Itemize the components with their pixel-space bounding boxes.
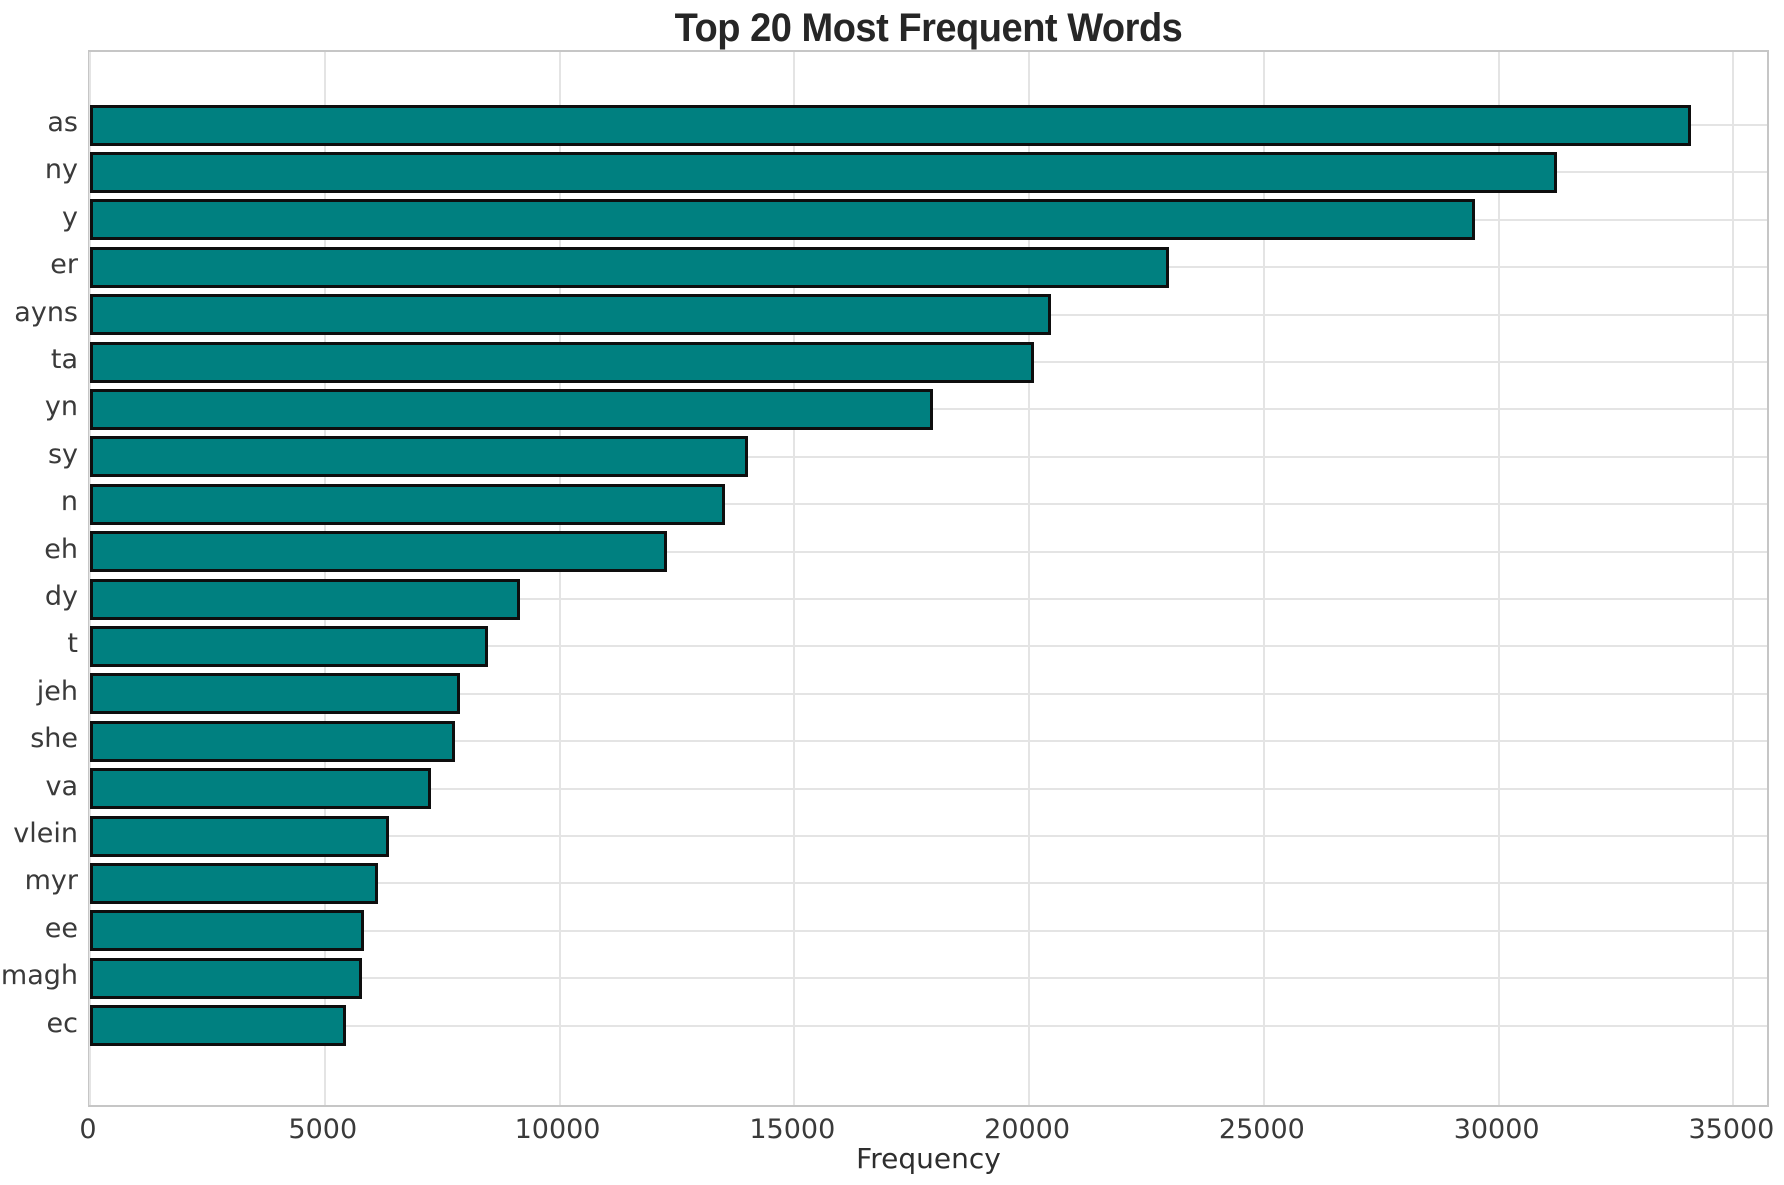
ytick-label-ta: ta xyxy=(50,344,78,375)
gridline-y-ec xyxy=(90,1024,1767,1027)
ytick-label-ayns: ayns xyxy=(14,296,78,328)
bar-ayns xyxy=(90,294,1052,336)
bar-sy xyxy=(90,436,749,478)
gridline-x-30000 xyxy=(1497,52,1500,1105)
xtick-label-25000: 25000 xyxy=(1218,1114,1305,1145)
bar-n xyxy=(90,483,725,525)
ytick-label-n: n xyxy=(60,486,78,518)
ytick-label-vlein: vlein xyxy=(13,818,78,849)
ytick-label-y: y xyxy=(62,201,78,233)
gridline-x-35000 xyxy=(1732,52,1735,1105)
bar-as xyxy=(90,104,1692,146)
gridline-y-myr xyxy=(90,882,1767,885)
bar-er xyxy=(90,246,1169,288)
ytick-label-yn: yn xyxy=(44,391,78,423)
xtick-label-5000: 5000 xyxy=(288,1114,358,1145)
gridline-y-dy xyxy=(90,598,1767,600)
ytick-label-ec: ec xyxy=(46,1007,78,1039)
gridline-y-t xyxy=(90,645,1767,648)
xtick-label-10000: 10000 xyxy=(514,1114,601,1145)
gridline-x-25000 xyxy=(1262,52,1265,1105)
bar-ec xyxy=(90,1005,346,1047)
ytick-label-er: er xyxy=(50,249,78,281)
ytick-label-jeh: jeh xyxy=(36,675,78,707)
bar-ee xyxy=(90,910,364,952)
bar-myr xyxy=(90,862,378,904)
bar-magh xyxy=(90,957,362,999)
gridline-y-vlein xyxy=(90,835,1767,837)
xtick-label-20000: 20000 xyxy=(984,1114,1071,1145)
gridline-y-eh xyxy=(90,550,1767,553)
bar-ny xyxy=(90,151,1558,193)
ytick-label-magh: magh xyxy=(0,960,78,992)
gridline-x-15000 xyxy=(793,52,796,1105)
bar-eh xyxy=(90,531,667,573)
bar-y xyxy=(90,199,1476,241)
bar-jeh xyxy=(90,673,460,715)
ytick-label-ee: ee xyxy=(44,912,78,944)
ytick-label-dy: dy xyxy=(44,581,78,612)
xtick-label-35000: 35000 xyxy=(1688,1114,1775,1145)
gridline-y-magh xyxy=(90,977,1767,980)
gridline-x-20000 xyxy=(1028,52,1031,1105)
ytick-label-sy: sy xyxy=(47,438,78,470)
ytick-label-va: va xyxy=(45,770,78,802)
ytick-label-eh: eh xyxy=(44,533,78,565)
bar-t xyxy=(90,625,489,667)
ytick-label-t: t xyxy=(67,628,78,660)
ytick-label-ny: ny xyxy=(44,154,78,186)
gridline-y-she xyxy=(90,740,1767,743)
gridline-y-n xyxy=(90,503,1767,506)
x-axis-title: Frequency xyxy=(856,1142,1001,1175)
plot-area xyxy=(88,50,1769,1107)
bar-she xyxy=(90,720,456,762)
xtick-label-30000: 30000 xyxy=(1453,1114,1540,1145)
ytick-label-myr: myr xyxy=(24,865,78,897)
xtick-label-0: 0 xyxy=(79,1114,97,1145)
gridline-y-jeh xyxy=(90,692,1767,695)
chart-title: Top 20 Most Frequent Words xyxy=(674,6,1183,50)
gridline-x-10000 xyxy=(558,52,561,1105)
ytick-label-as: as xyxy=(47,107,78,138)
bar-dy xyxy=(90,578,521,620)
xtick-label-15000: 15000 xyxy=(749,1114,836,1145)
gridline-y-va xyxy=(90,787,1767,790)
bar-yn xyxy=(90,388,933,430)
bar-ta xyxy=(90,341,1035,383)
bar-va xyxy=(90,768,432,810)
bar-vlein xyxy=(90,815,389,857)
gridline-y-ee xyxy=(90,929,1767,932)
ytick-label-she: she xyxy=(30,723,78,755)
gridline-y-sy xyxy=(90,455,1767,458)
